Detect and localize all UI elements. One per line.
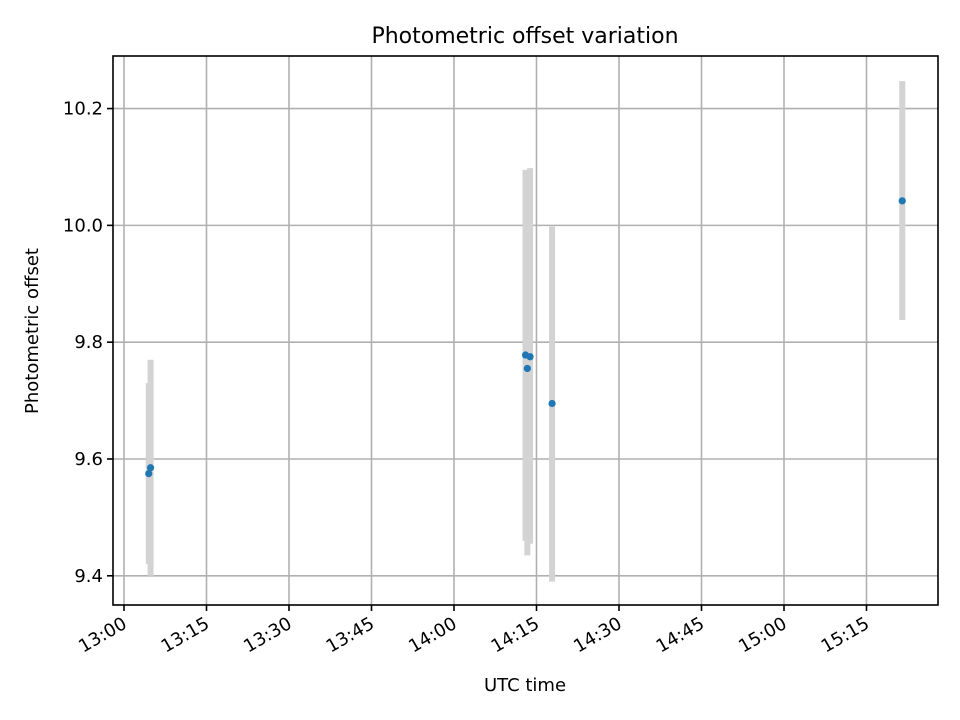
- y-tick-label: 10.0: [63, 215, 103, 236]
- x-tick-label: 13:30: [240, 613, 295, 657]
- y-tick-label: 9.4: [74, 566, 103, 587]
- x-tick-label: 13:45: [323, 613, 378, 657]
- data-point: [146, 464, 155, 472]
- y-axis: 9.4 9.6 9.8 10.0 10.2: [63, 99, 113, 587]
- data-points: [145, 197, 906, 478]
- data-point: [898, 197, 906, 205]
- x-tick-label: 13:00: [75, 613, 130, 657]
- data-point: [548, 399, 556, 408]
- data-point: [523, 364, 531, 373]
- x-tick-label: 15:15: [818, 613, 873, 657]
- x-tick-label: 14:00: [405, 613, 460, 657]
- x-tick-label: 13:15: [158, 613, 213, 657]
- x-axis-label: UTC time: [484, 675, 566, 696]
- chart-title: Photometric offset variation: [371, 24, 678, 49]
- data-point: [145, 469, 153, 478]
- x-tick-label: 14:45: [653, 613, 708, 657]
- x-tick-label: 14:15: [488, 613, 543, 657]
- x-tick-label: 15:00: [735, 613, 790, 657]
- data-point: [526, 353, 534, 361]
- error-bars: [145, 81, 906, 582]
- x-tick-label: 14:30: [570, 613, 625, 657]
- y-tick-label: 10.2: [63, 99, 103, 120]
- plot-frame: [112, 55, 939, 606]
- y-tick-label: 9.8: [74, 332, 103, 353]
- x-axis: 13:00 13:15 13:30 13:45 14:00 14:15 14:30 14:45…: [75, 605, 873, 657]
- y-tick-label: 9.6: [74, 449, 103, 470]
- y-axis-label: Photometric offset: [22, 248, 43, 414]
